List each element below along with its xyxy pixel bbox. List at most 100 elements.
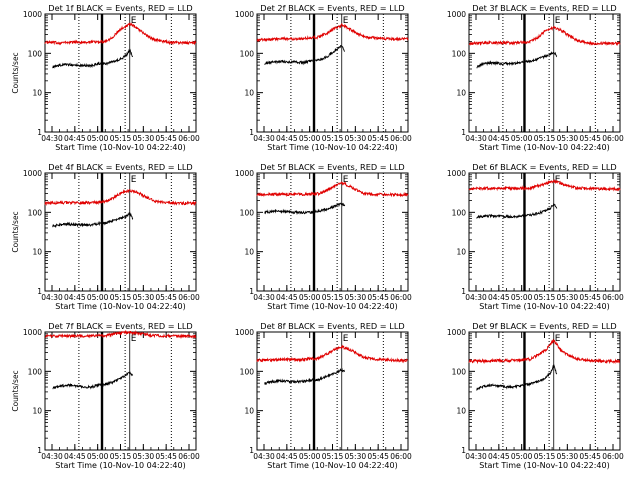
x-tick-label: 06:00 [178,134,200,143]
y-axis-label: Counts/sec [11,211,20,252]
y-tick-label: 1 [249,446,254,455]
x-tick-label: 04:30 [465,293,487,302]
x-tick-label: 05:30 [133,134,155,143]
x-tick-label: 05:15 [322,134,344,143]
y-tick-label: 1000 [235,328,254,337]
plot-frame [44,331,197,451]
x-tick-label: 06:00 [602,452,624,461]
x-axis-label: Start Time (10-Nov-10 04:22:40) [55,143,185,152]
marker-label: E [131,334,137,344]
y-tick-label: 100 [240,208,255,217]
panels: Det 1f BLACK = Events, RED = LLD11010010… [11,3,624,470]
x-tick-label: 05:30 [133,293,155,302]
x-tick-label: 06:00 [178,293,200,302]
x-tick-label: 05:45 [155,293,177,302]
x-tick-label: 05:45 [367,134,389,143]
y-axis-label: Counts/sec [11,370,20,411]
marker-label: E [343,334,349,344]
series-lld-red [256,23,409,43]
series-events-black [264,45,345,66]
x-tick-label: 05:00 [299,134,321,143]
series-lld-red [44,188,197,206]
x-tick-label: 05:15 [534,452,556,461]
chart-title: Det 4f BLACK = Events, RED = LLD [48,162,192,172]
x-tick-label: 05:15 [322,293,344,302]
x-tick-label: 06:00 [602,293,624,302]
chart-panel-3: Det 3f BLACK = Events, RED = LLD 1 10 100 10… [447,3,624,152]
chart-title: Det 8f BLACK = Events, RED = LLD [260,321,404,331]
y-axis-label: Counts/sec [11,52,20,93]
x-tick-label: 05:00 [87,134,109,143]
chart-title: Det 1f BLACK = Events, RED = LLD [48,3,192,13]
chart-panel-7: Det 7f BLACK = Events, RED = LLD 1 10 100 10… [11,321,200,470]
x-tick-label: 04:45 [488,134,510,143]
y-tick-label: 1 [461,128,466,137]
x-tick-label: 05:45 [367,452,389,461]
x-tick-label: 04:45 [64,134,86,143]
x-tick-label: 04:45 [64,293,86,302]
y-tick-label: 100 [452,49,467,58]
series-events-black [264,367,345,386]
y-tick-label: 100 [28,367,43,376]
x-axis-label: Start Time (10-Nov-10 04:22:40) [55,302,185,311]
x-tick-label: 05:30 [345,452,367,461]
y-tick-label: 100 [28,208,43,217]
x-tick-label: 05:30 [557,134,579,143]
x-tick-label: 06:00 [178,452,200,461]
y-tick-label: 1000 [23,328,42,337]
y-tick-label: 1000 [235,10,254,19]
y-tick-label: 100 [240,367,255,376]
y-tick-label: 1000 [447,169,466,178]
x-tick-label: 04:45 [276,134,298,143]
x-tick-label: 05:15 [110,134,132,143]
chart-panel-9: Det 9f BLACK = Events, RED = LLD 1 10 100 10… [447,321,624,470]
chart-title: Det 5f BLACK = Events, RED = LLD [260,162,404,172]
series-events-black [264,202,346,216]
y-tick-label: 1000 [447,10,466,19]
x-axis-label: Start Time (10-Nov-10 04:22:40) [479,302,609,311]
x-tick-label: 05:15 [110,452,132,461]
y-tick-label: 1000 [23,169,42,178]
chart-panel-5: Det 5f BLACK = Events, RED = LLD 1 10 100 10… [235,162,412,311]
x-tick-label: 04:30 [41,134,63,143]
y-tick-label: 10 [32,407,42,416]
x-tick-label: 05:30 [133,452,155,461]
chart-panel-6: Det 6f BLACK = Events, RED = LLD 1 10 100 10… [447,162,624,311]
marker-label: E [555,175,561,185]
y-tick-label: 10 [32,89,42,98]
series-events-black [52,211,134,229]
series-lld-red [256,181,409,198]
marker-label: E [131,175,137,185]
series-events-black [52,371,134,390]
x-tick-label: 05:45 [155,452,177,461]
x-tick-label: 05:30 [557,293,579,302]
plot-frame [468,13,621,133]
marker-label: E [555,16,561,26]
x-axis-label: Start Time (10-Nov-10 04:22:40) [55,461,185,470]
x-tick-label: 04:45 [488,452,510,461]
series-lld-red [468,25,621,47]
chart-title: Det 2f BLACK = Events, RED = LLD [260,3,404,13]
x-tick-label: 06:00 [602,134,624,143]
chart-title: Det 9f BLACK = Events, RED = LLD [472,321,616,331]
x-axis-label: Start Time (10-Nov-10 04:22:40) [267,461,397,470]
y-tick-label: 1000 [447,328,466,337]
plot-frame [256,331,409,451]
x-tick-label: 05:00 [299,452,321,461]
chart-panel-2: Det 2f BLACK = Events, RED = LLD 1 10 100 10… [235,3,412,152]
series-lld-red [468,178,621,192]
y-tick-label: 1 [37,446,42,455]
x-tick-label: 04:30 [41,452,63,461]
x-tick-label: 05:45 [367,293,389,302]
x-tick-label: 05:45 [579,134,601,143]
plot-frame [468,172,621,292]
x-tick-label: 05:00 [87,293,109,302]
y-tick-label: 10 [456,89,466,98]
y-tick-label: 1 [461,446,466,455]
series-lld-red [468,338,621,365]
series-events-black [52,48,134,69]
x-tick-label: 04:45 [276,293,298,302]
x-tick-label: 04:30 [253,134,275,143]
x-tick-label: 04:45 [276,452,298,461]
x-tick-label: 05:30 [345,134,367,143]
